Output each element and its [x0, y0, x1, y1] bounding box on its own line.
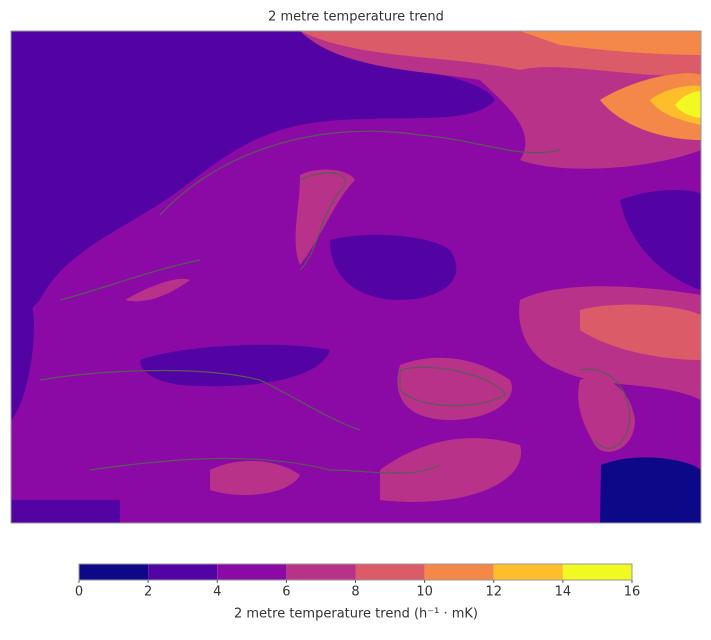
map-region [620, 190, 701, 290]
colorbar-tick-label: 6 [282, 585, 290, 600]
map-region [140, 344, 330, 387]
colorbar-bin [355, 564, 425, 580]
map-region [578, 376, 635, 452]
map-region [520, 31, 701, 55]
map-region [600, 457, 701, 523]
coastline [39, 130, 631, 474]
map-region [330, 234, 457, 300]
colorbar-tick-label: 2 [144, 585, 152, 600]
colorbar-bin [148, 564, 218, 580]
map-region [210, 460, 300, 495]
colorbar-bin [79, 564, 149, 580]
colorbar-tick-label: 10 [416, 585, 433, 600]
map-region [125, 278, 190, 302]
colorbar-tick-label: 16 [624, 585, 641, 600]
map-region [580, 304, 701, 360]
colorbar: 0 2 4 6 8 10 12 14 16 [75, 563, 641, 600]
map-region [380, 438, 522, 502]
map-region [11, 300, 34, 420]
colorbar-tick-label: 14 [555, 585, 572, 600]
map [10, 30, 702, 524]
colorbar-bin [493, 564, 563, 580]
colorbar-tick-label: 12 [485, 585, 502, 600]
title: 2 metre temperature trend [268, 10, 444, 25]
map-region [675, 91, 701, 118]
map-region [11, 31, 495, 330]
colorbar-tick-label: 8 [351, 585, 359, 600]
colorbar-bin [286, 564, 356, 580]
colorbar-bin [217, 564, 287, 580]
colorbar-tick-label: 0 [75, 585, 83, 600]
colorbar-label: 2 metre temperature trend (h⁻¹ · mK) [234, 607, 478, 622]
colorbar-tick-label: 4 [213, 585, 221, 600]
colorbar-bin [562, 564, 632, 580]
colorbar-bin [424, 564, 494, 580]
map-region [11, 500, 120, 523]
map-frame [10, 30, 702, 524]
map-region [397, 357, 512, 420]
